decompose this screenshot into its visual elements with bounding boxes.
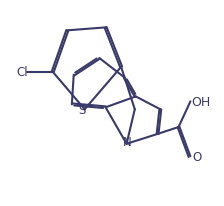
Text: N: N — [123, 135, 131, 148]
Text: O: O — [192, 150, 201, 163]
Text: S: S — [78, 103, 85, 116]
Text: Cl: Cl — [16, 66, 28, 79]
Text: OH: OH — [192, 95, 211, 108]
